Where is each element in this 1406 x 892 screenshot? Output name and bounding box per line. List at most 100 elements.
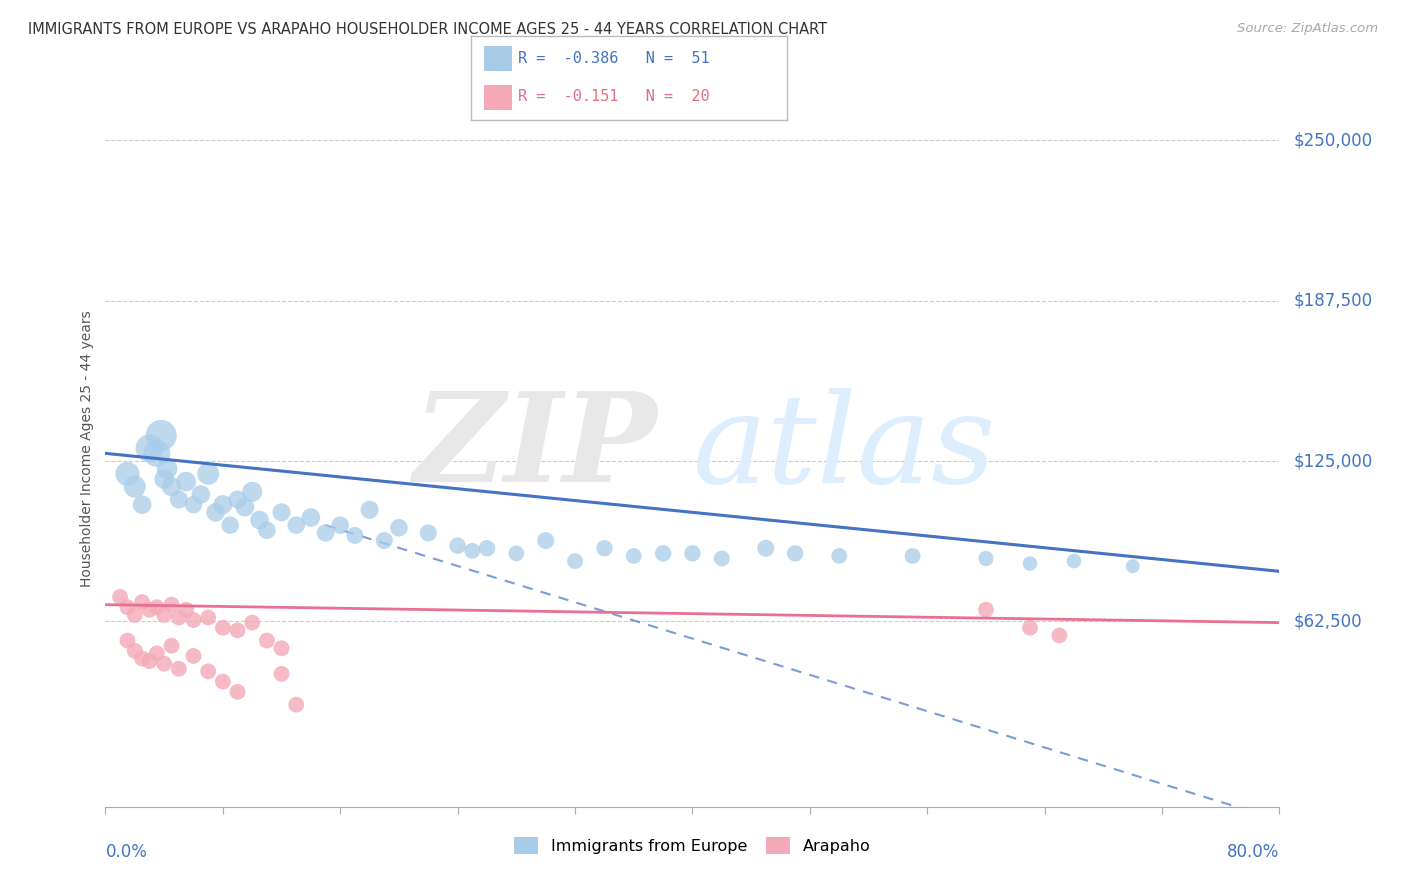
Point [219,518,242,533]
Point [183,613,205,627]
Text: IMMIGRANTS FROM EUROPE VS ARAPAHO HOUSEHOLDER INCOME AGES 25 - 44 YEARS CORRELAT: IMMIGRANTS FROM EUROPE VS ARAPAHO HOUSEH… [28,22,827,37]
Point [534,533,557,548]
Point [183,498,205,512]
Point [131,498,153,512]
Point [146,446,169,460]
Y-axis label: Householder Income Ages 25 - 44 years: Householder Income Ages 25 - 44 years [80,310,94,587]
Point [124,644,146,658]
Legend: Immigrants from Europe, Arapaho: Immigrants from Europe, Arapaho [508,830,877,860]
Point [197,467,219,481]
Point [138,654,160,668]
Point [475,541,498,556]
Point [197,610,219,624]
Point [418,525,440,540]
Bar [484,85,512,111]
Point [256,633,278,648]
Text: atlas: atlas [692,387,995,509]
Point [174,475,197,489]
Point [117,467,139,481]
Point [1122,559,1144,574]
Point [233,500,256,515]
Point [388,521,411,535]
Point [211,621,233,635]
Point [359,502,381,516]
Point [160,598,183,612]
Point [240,484,263,499]
Point [901,549,924,563]
Point [974,603,997,617]
Point [681,546,703,560]
Point [593,541,616,556]
Point [124,480,146,494]
Point [447,539,470,553]
Point [167,610,190,624]
Point [785,546,807,560]
Point [226,492,249,507]
Point [204,505,226,519]
Point [117,633,139,648]
Point [623,549,645,563]
Text: 0.0%: 0.0% [105,843,148,861]
Point [755,541,778,556]
Text: $62,500: $62,500 [1294,612,1362,631]
Point [461,543,484,558]
Point [108,590,131,604]
Point [240,615,263,630]
Text: R =  -0.151   N =  20: R = -0.151 N = 20 [519,89,710,104]
Point [226,685,249,699]
Point [285,518,308,533]
Point [211,674,233,689]
Point [974,551,997,566]
Point [373,533,395,548]
Point [343,528,366,542]
Point [153,607,176,622]
Point [828,549,851,563]
Point [1019,621,1042,635]
Text: 80.0%: 80.0% [1227,843,1279,861]
Point [652,546,675,560]
Point [156,462,179,476]
Point [197,665,219,679]
Text: $187,500: $187,500 [1294,292,1372,310]
Point [138,603,160,617]
Point [1063,554,1085,568]
Point [183,648,205,663]
Point [153,657,176,671]
Point [124,607,146,622]
Point [505,546,527,560]
Point [211,498,233,512]
Point [256,523,278,537]
Text: $250,000: $250,000 [1294,131,1372,150]
Point [564,554,586,568]
Point [117,600,139,615]
Bar [484,45,512,71]
Point [138,441,160,455]
Point [146,646,169,660]
Point [190,487,212,501]
Point [329,518,352,533]
Point [150,428,173,442]
Text: Source: ZipAtlas.com: Source: ZipAtlas.com [1237,22,1378,36]
Text: R =  -0.386   N =  51: R = -0.386 N = 51 [519,51,710,66]
Point [131,595,153,609]
Text: ZIP: ZIP [413,387,657,509]
Point [249,513,271,527]
Point [153,472,176,486]
Point [1047,628,1070,642]
Point [270,667,292,681]
Point [299,510,322,524]
Point [285,698,308,712]
Point [146,600,169,615]
Point [226,624,249,638]
Point [131,651,153,665]
Point [167,662,190,676]
Point [270,641,292,656]
Point [167,492,190,507]
Text: $125,000: $125,000 [1294,452,1372,470]
Point [174,603,197,617]
Point [270,505,292,519]
Point [160,480,183,494]
Point [710,551,733,566]
Point [160,639,183,653]
Point [315,525,337,540]
